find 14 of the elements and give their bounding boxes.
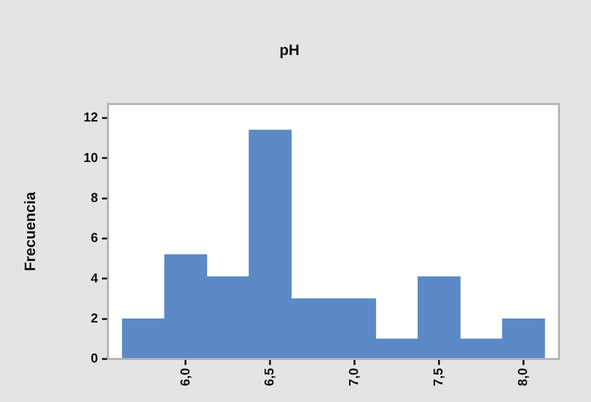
y-tick-label: 0 (90, 350, 98, 366)
y-tick-label: 10 (84, 150, 98, 165)
x-tick-label: 6,5 (262, 368, 277, 386)
y-tick-label: 12 (84, 110, 98, 125)
x-tick-label: 7,5 (430, 368, 446, 386)
y-axis-title: Frecuencia (22, 191, 40, 272)
y-tick-label: 6 (90, 230, 98, 246)
y-tick-label: 2 (90, 310, 98, 326)
chart-title: pH (280, 42, 300, 60)
x-tick-label: 8,0 (515, 368, 530, 386)
x-tick-label: 7,0 (346, 368, 362, 386)
x-tick-label: 6,0 (177, 368, 192, 386)
y-tick-label: 4 (90, 270, 99, 286)
y-tick-label: 8 (90, 190, 98, 205)
